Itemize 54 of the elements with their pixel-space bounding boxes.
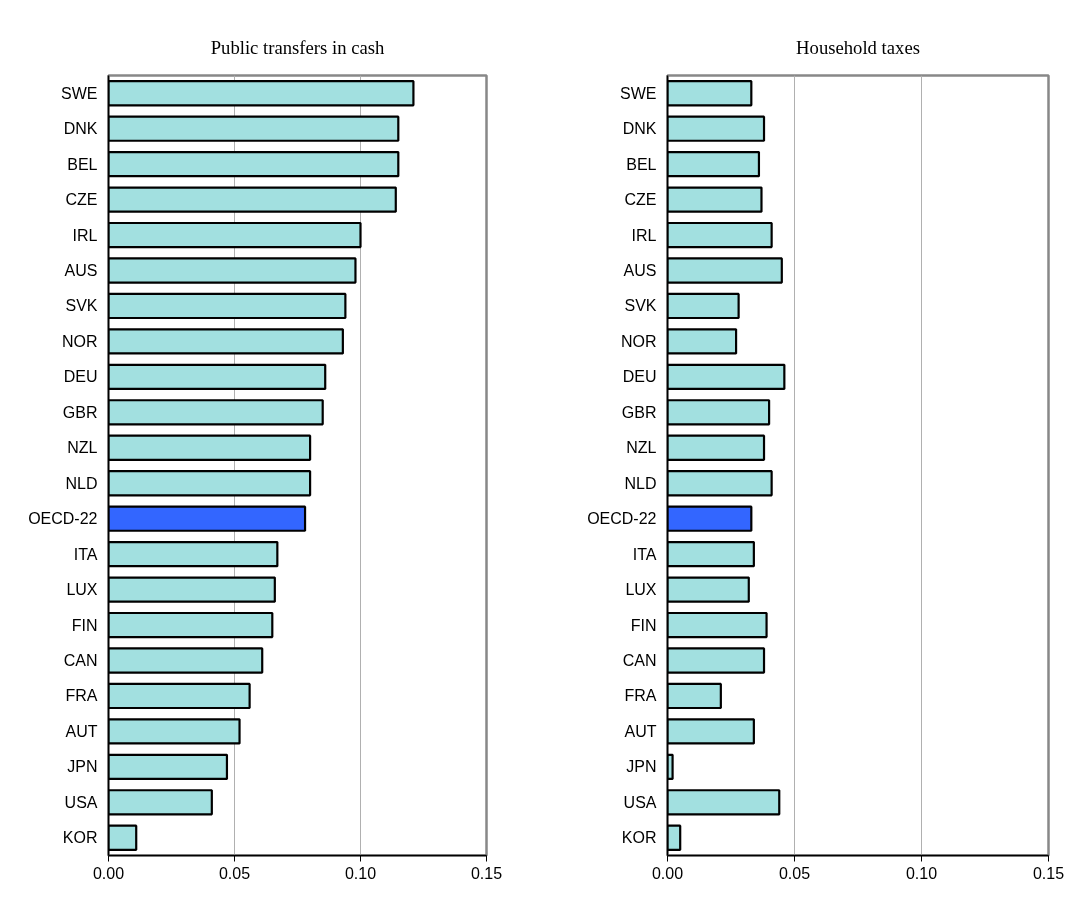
- y-tick-label: NOR: [61, 332, 98, 350]
- x-tick-label: 0.00: [651, 864, 684, 882]
- x-tick-label: 0.00: [92, 864, 125, 882]
- y-tick-label: DEU: [622, 368, 657, 386]
- y-tick-label: OECD-22: [587, 510, 657, 528]
- x-tick-label: 0.05: [218, 864, 251, 882]
- y-tick-label: KOR: [62, 829, 98, 847]
- y-tick-label: SVK: [65, 297, 98, 315]
- y-tick-label: AUT: [624, 722, 657, 740]
- y-tick-label: BEL: [67, 155, 98, 173]
- y-tick-label: ITA: [73, 545, 98, 563]
- y-tick-label: IRL: [631, 226, 657, 244]
- y-tick-label: FIN: [630, 616, 657, 634]
- chart-title: Public transfers in cash: [210, 36, 385, 58]
- x-tick-label: 0.15: [1032, 864, 1065, 882]
- y-tick-label: OECD-22: [28, 510, 98, 528]
- y-tick-label: IRL: [72, 226, 98, 244]
- y-tick-label: CAN: [63, 652, 98, 669]
- y-tick-label: FRA: [65, 687, 98, 705]
- y-tick-label: AUS: [623, 262, 657, 279]
- y-tick-label: JPN: [67, 758, 98, 776]
- y-tick-label: DNK: [622, 120, 657, 138]
- y-tick-label: LUX: [66, 581, 98, 599]
- y-tick-label: SVK: [624, 297, 657, 315]
- y-tick-label: CAN: [622, 652, 657, 669]
- x-tick-label: 0.15: [470, 864, 503, 882]
- y-tick-label: SWE: [61, 84, 98, 102]
- y-tick-label: ITA: [632, 545, 657, 563]
- x-tick-label: 0.05: [778, 864, 811, 882]
- y-tick-label: BEL: [626, 155, 657, 173]
- y-tick-label: USA: [623, 793, 657, 811]
- y-tick-label: AUS: [64, 262, 98, 279]
- y-tick-label: NZL: [626, 439, 657, 457]
- y-tick-label: CZE: [65, 191, 98, 209]
- y-tick-label: SWE: [620, 84, 657, 102]
- y-tick-label: DEU: [63, 368, 98, 386]
- y-tick-label: GBR: [62, 403, 98, 421]
- y-tick-label: KOR: [621, 829, 657, 847]
- y-tick-label: CZE: [624, 191, 657, 209]
- y-tick-label: DNK: [63, 120, 98, 138]
- y-tick-label: NLD: [624, 474, 657, 492]
- y-tick-label: USA: [64, 793, 98, 811]
- y-tick-label: GBR: [621, 403, 657, 421]
- x-tick-label: 0.10: [344, 864, 377, 882]
- y-tick-label: AUT: [65, 722, 98, 740]
- y-tick-label: FIN: [71, 616, 98, 634]
- y-tick-label: NOR: [620, 332, 657, 350]
- y-tick-label: LUX: [625, 581, 657, 599]
- y-tick-label: JPN: [626, 758, 657, 776]
- x-tick-label: 0.10: [905, 864, 938, 882]
- chart-title: Household taxes: [796, 36, 920, 58]
- y-tick-label: NLD: [65, 474, 98, 492]
- y-tick-label: FRA: [624, 687, 657, 705]
- y-tick-label: NZL: [67, 439, 98, 457]
